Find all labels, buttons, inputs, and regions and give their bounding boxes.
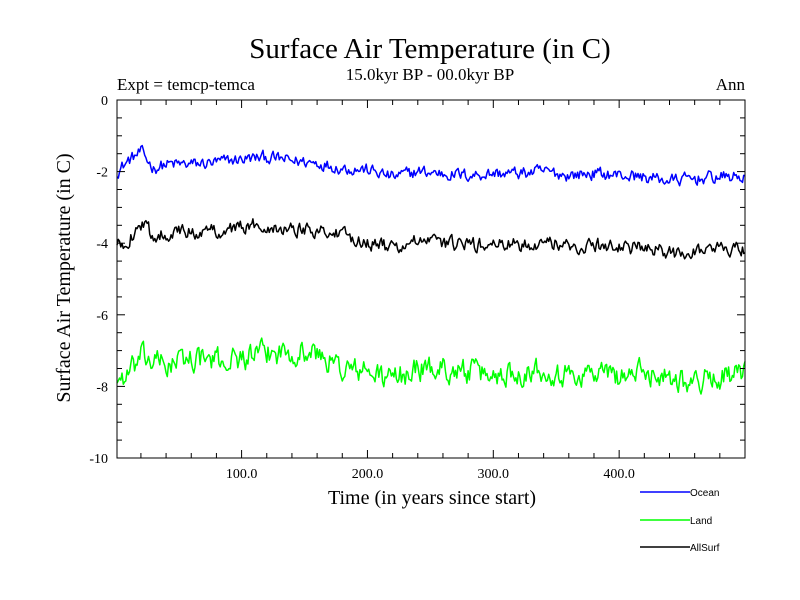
x-tick-label: 100.0 xyxy=(226,467,258,482)
x-tick-label: 400.0 xyxy=(603,467,635,482)
y-tick-label: -2 xyxy=(96,166,108,181)
legend-label-land: Land xyxy=(690,516,712,527)
y-tick-label: -4 xyxy=(96,237,108,252)
plot-frame xyxy=(116,99,746,459)
season-label: Ann xyxy=(716,75,746,94)
x-tick-label: 300.0 xyxy=(478,467,510,482)
y-tick-label: 0 xyxy=(101,94,108,109)
series-line-land xyxy=(116,337,746,395)
chart-title: Surface Air Temperature (in C) xyxy=(249,33,610,65)
legend: Ocean Land AllSurf xyxy=(640,488,720,554)
chart-subtitle: 15.0kyr BP - 00.0kyr BP xyxy=(346,65,514,84)
x-axis-label: Time (in years since start) xyxy=(328,487,536,509)
series-line-allsurf xyxy=(116,218,746,260)
y-tick-label: -6 xyxy=(96,309,108,324)
axes-layer: 100.0 200.0 300.0 400.0 0 -2 -4 -6 -8 -10 xyxy=(89,94,746,482)
series-layer xyxy=(116,144,746,395)
y-axis-label: Surface Air Temperature (in C) xyxy=(53,153,75,402)
y-tick-label: -8 xyxy=(96,380,108,395)
x-tick-label: 200.0 xyxy=(352,467,384,482)
legend-label-allsurf: AllSurf xyxy=(690,543,720,554)
series-line-ocean xyxy=(116,144,746,187)
legend-label-ocean: Ocean xyxy=(690,488,719,499)
expt-label: Expt = temcp-temca xyxy=(117,75,255,94)
y-tick-label: -10 xyxy=(89,452,108,467)
